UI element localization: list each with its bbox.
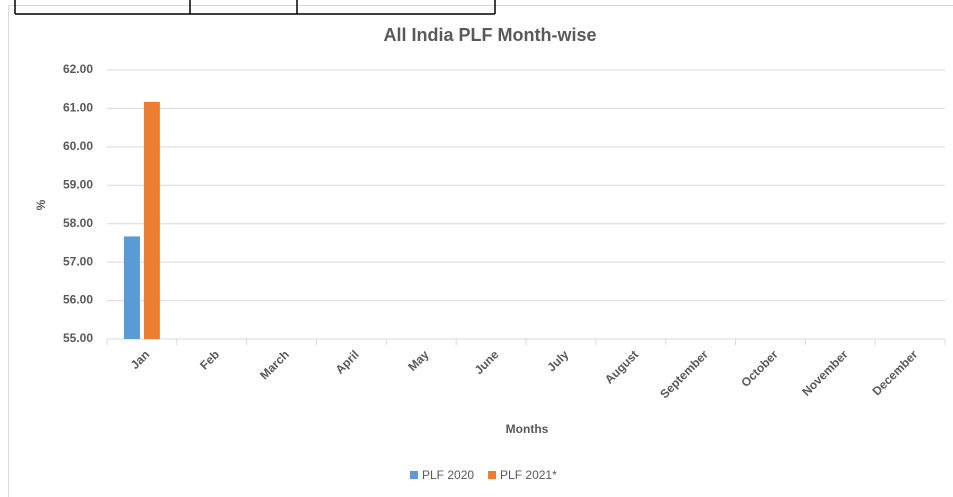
table-fragment — [14, 0, 496, 15]
y-tick-label: 61.00 — [63, 101, 93, 115]
legend-label: PLF 2020 — [422, 468, 474, 482]
y-tick-label: 60.00 — [63, 139, 93, 153]
bar — [143, 101, 160, 339]
legend-swatch — [488, 471, 497, 479]
bar — [123, 236, 140, 339]
y-tick-label: 56.00 — [63, 293, 93, 307]
legend-swatch — [410, 471, 418, 479]
y-tick-label: 55.00 — [63, 331, 93, 345]
y-tick-label: 58.00 — [63, 216, 93, 230]
chart-frame — [8, 5, 953, 497]
y-tick-label: 59.00 — [63, 177, 93, 191]
legend-label: PLF 2021* — [500, 468, 557, 482]
y-tick-label: 62.00 — [63, 62, 93, 76]
y-tick-label: 57.00 — [63, 254, 93, 268]
chart-title: All India PLF Month-wise — [384, 25, 597, 45]
x-axis-label: Months — [506, 422, 549, 436]
y-axis-label: % — [34, 199, 48, 210]
